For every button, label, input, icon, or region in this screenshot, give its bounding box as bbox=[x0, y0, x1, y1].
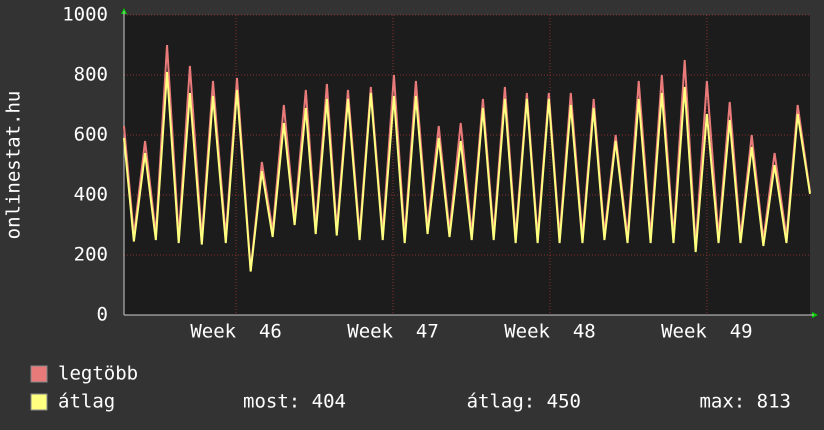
axis-arrow bbox=[812, 312, 818, 318]
y-tick-label: 600 bbox=[74, 124, 108, 146]
legend-label: átlag bbox=[58, 391, 115, 413]
x-tick-label: Week 47 bbox=[347, 321, 439, 343]
series-line bbox=[123, 71, 811, 272]
y-axis-label: onlinestat.hu bbox=[3, 91, 25, 240]
stat-text: most: 404 bbox=[243, 391, 346, 413]
stat-text: átlag: 450 bbox=[467, 391, 581, 413]
y-tick-label: 200 bbox=[74, 244, 108, 266]
legend-label: legtöbb bbox=[58, 363, 138, 385]
y-tick-label: 0 bbox=[97, 304, 108, 326]
plot-area bbox=[124, 15, 810, 315]
y-tick-label: 800 bbox=[74, 64, 108, 86]
y-tick-label: 1000 bbox=[62, 4, 108, 26]
x-tick-label: Week 46 bbox=[190, 321, 282, 343]
y-tick-label: 400 bbox=[74, 184, 108, 206]
stat-text: max: 813 bbox=[699, 391, 791, 413]
x-tick-label: Week 48 bbox=[504, 321, 596, 343]
legend-swatch bbox=[30, 365, 48, 383]
legend-swatch bbox=[30, 393, 48, 411]
x-tick-label: Week 49 bbox=[661, 321, 753, 343]
